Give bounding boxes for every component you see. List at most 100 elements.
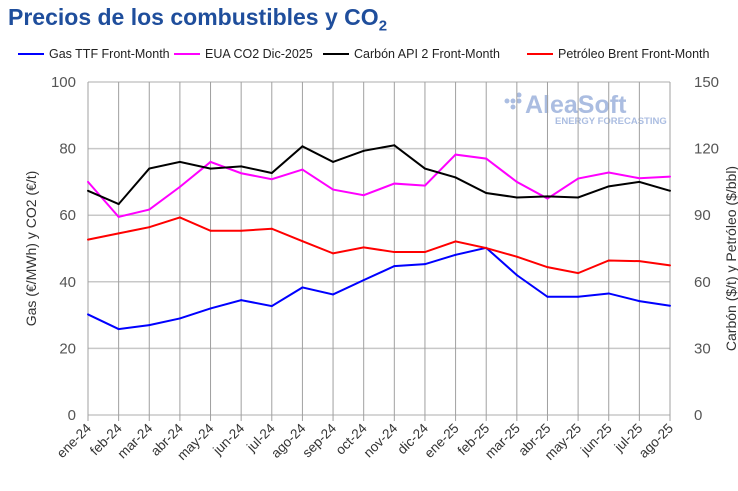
data-point [607,292,610,295]
logo-tagline: ENERGY FORECASTING [555,116,667,127]
data-point [515,196,518,199]
data-point [515,180,518,183]
series-line [87,153,671,218]
data-point [301,286,304,289]
data-point [332,188,335,191]
data-point [607,259,610,262]
data-point [393,182,396,185]
data-point [454,176,457,179]
data-point [485,157,488,160]
data-point [209,307,212,310]
data-point [301,240,304,243]
x-tick-label: sep-24 [299,420,339,460]
data-point [669,189,671,192]
aleasoft-logo: AleaSoft ENERGY FORECASTING [504,91,667,127]
data-point [546,195,549,198]
data-point [577,295,580,298]
data-point [485,192,488,194]
data-point [454,240,457,243]
data-point [362,149,365,152]
data-point [209,160,212,163]
data-point [117,232,120,235]
data-point [669,264,671,267]
data-point [546,197,549,200]
data-point [148,208,151,211]
x-tick-label: ago-25 [636,421,676,461]
data-point [423,251,426,254]
legend-label: EUA CO2 Dic-2025 [205,47,313,61]
data-point [148,167,151,170]
data-point [332,252,335,255]
title-text: Precios de los combustibles y CO [8,4,379,30]
data-point [148,226,151,229]
x-tick-label: ago-24 [268,420,309,461]
data-point [577,272,580,275]
title-subscript: 2 [378,17,388,35]
x-tick-label: jun-24 [209,420,247,458]
series-line [87,144,671,206]
y-tick-right: 120 [694,141,719,158]
legend-label: Petróleo Brent Front-Month [558,47,710,61]
data-point [240,299,243,302]
y-tick-right: 0 [694,407,702,424]
data-point [669,304,671,307]
y-tick-right: 90 [694,207,711,224]
data-point [332,160,335,163]
y-axis-label-left: Gas (€/MWh) y CO2 (€/t) [23,171,39,327]
y-axis-label-right: Carbón ($/t) y Petróleo ($/bbl) [723,166,738,351]
data-point [423,263,426,266]
y-tick-left: 80 [59,141,76,158]
data-point [485,247,488,250]
data-point [301,168,304,171]
y-tick-left: 0 [68,407,76,424]
data-point [423,167,426,170]
x-tick-label: mar-25 [482,421,523,462]
data-point [148,324,151,327]
data-point [240,172,243,175]
data-point [270,227,273,230]
data-point [638,300,641,303]
data-point [332,293,335,296]
data-point [240,165,243,168]
data-point [515,274,518,277]
data-point [362,279,365,282]
data-point [209,229,212,232]
series-line [87,246,671,331]
x-tick-label: ene-24 [54,420,95,461]
x-tick-label: jun-25 [577,421,615,459]
data-point [638,180,641,183]
chart-title: Precios de los combustibles y CO2 [8,4,387,35]
data-point [546,266,549,269]
data-point [87,189,89,192]
y-tick-right: 150 [694,74,719,91]
data-point [301,145,304,148]
x-tick-label: ene-25 [421,421,461,461]
data-point [178,185,181,188]
data-point [577,196,580,199]
data-point [178,216,181,219]
data-point [669,175,671,178]
data-point [270,172,273,175]
data-point [87,238,89,241]
data-point [209,167,212,170]
data-point [607,171,610,174]
y-tick-left: 60 [59,207,76,224]
data-point [577,177,580,180]
legend-label: Gas TTF Front-Month [49,47,170,61]
logo-name: AleaSoft [525,91,627,119]
data-point [546,295,549,298]
series-line [87,216,671,275]
data-point [454,253,457,256]
data-point [178,317,181,320]
data-point [362,246,365,249]
data-point [270,305,273,308]
legend-label: Carbón API 2 Front-Month [354,47,500,61]
data-point [638,177,641,180]
data-point [638,260,641,263]
x-tick-label: mar-24 [115,420,156,461]
data-point [117,328,120,331]
data-point [423,184,426,187]
data-point [240,229,243,232]
data-point [393,251,396,254]
